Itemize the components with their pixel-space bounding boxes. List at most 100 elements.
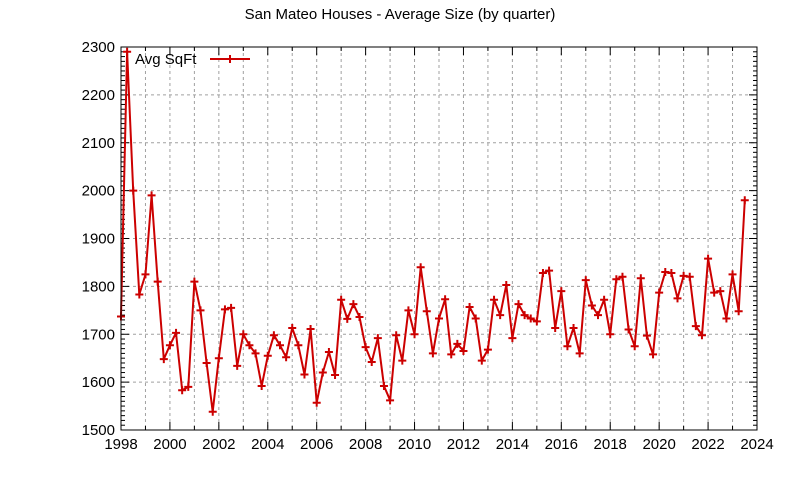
- data-point-marker: [392, 331, 401, 340]
- data-point-marker: [141, 270, 150, 279]
- y-tick-label: 2300: [82, 39, 115, 56]
- data-point-marker: [416, 263, 425, 272]
- x-tick-label: 2008: [349, 436, 382, 453]
- data-point-marker: [165, 341, 174, 350]
- x-tick-label: 2024: [740, 436, 773, 453]
- data-point-marker: [202, 358, 211, 367]
- y-tick-label: 1800: [82, 278, 115, 295]
- data-point-marker: [251, 349, 260, 358]
- data-point-marker: [655, 288, 664, 297]
- data-point-marker: [673, 294, 682, 303]
- data-point-marker: [398, 356, 407, 365]
- data-point-marker: [649, 350, 658, 359]
- data-point-marker: [514, 300, 523, 309]
- data-point-marker: [153, 277, 162, 286]
- legend-label: Avg SqFt: [135, 51, 197, 68]
- data-point-marker: [630, 342, 639, 351]
- data-point-marker: [288, 324, 297, 333]
- data-point-marker: [642, 331, 651, 340]
- y-tick-label: 2100: [82, 135, 115, 152]
- data-point-marker: [685, 272, 694, 281]
- data-point-marker: [331, 370, 340, 379]
- x-tick-label: 1998: [104, 436, 137, 453]
- data-point-marker: [196, 306, 205, 315]
- data-point-marker: [135, 290, 144, 299]
- y-tick-label: 2000: [82, 183, 115, 200]
- data-point-marker: [361, 343, 370, 352]
- x-tick-label: 2002: [202, 436, 235, 453]
- data-point-marker: [410, 330, 419, 339]
- data-point-marker: [318, 368, 327, 377]
- data-point-marker: [269, 331, 278, 340]
- data-point-marker: [245, 341, 254, 350]
- data-point-marker: [312, 398, 321, 407]
- data-point-marker: [483, 345, 492, 354]
- data-point-marker: [227, 303, 236, 312]
- data-point-marker: [349, 300, 358, 309]
- data-point-marker: [587, 301, 596, 310]
- data-point-marker: [208, 407, 217, 416]
- data-point-marker: [612, 275, 621, 284]
- series-avg-sqft: [117, 47, 749, 416]
- data-point-marker: [557, 287, 566, 296]
- x-tick-label: 2022: [691, 436, 724, 453]
- x-tick-label: 2000: [153, 436, 186, 453]
- data-point-marker: [447, 350, 456, 359]
- data-point-marker: [502, 280, 511, 289]
- x-tick-label: 2004: [251, 436, 284, 453]
- data-point-marker: [379, 381, 388, 390]
- data-point-marker: [636, 274, 645, 283]
- legend: Avg SqFt: [135, 51, 250, 68]
- data-point-marker: [123, 47, 132, 56]
- y-tick-label: 1600: [82, 374, 115, 391]
- data-point-marker: [184, 382, 193, 391]
- data-point-marker: [214, 354, 223, 363]
- data-point-marker: [697, 331, 706, 340]
- data-point-marker: [441, 295, 450, 304]
- data-point-marker: [263, 351, 272, 360]
- y-tick-label: 2200: [82, 87, 115, 104]
- data-point-marker: [306, 324, 315, 333]
- data-point-marker: [373, 334, 382, 343]
- data-point-marker: [691, 322, 700, 331]
- data-point-marker: [453, 339, 462, 348]
- data-point-marker: [129, 186, 138, 195]
- data-point-marker: [343, 314, 352, 323]
- chart-title: San Mateo Houses - Average Size (by quar…: [245, 6, 556, 23]
- data-point-marker: [282, 353, 291, 362]
- data-point-marker: [575, 349, 584, 358]
- data-point-marker: [520, 311, 529, 320]
- x-tick-label: 2014: [496, 436, 529, 453]
- data-point-marker: [716, 287, 725, 296]
- x-tick-label: 2012: [447, 436, 480, 453]
- data-point-marker: [508, 334, 517, 343]
- data-point-marker: [734, 307, 743, 316]
- data-point-marker: [422, 307, 431, 316]
- data-point-marker: [367, 358, 376, 367]
- y-tick-label: 1700: [82, 326, 115, 343]
- data-point-marker: [324, 347, 333, 356]
- data-point-marker: [600, 295, 609, 304]
- data-point-marker: [276, 341, 284, 350]
- x-tick-label: 2018: [594, 436, 627, 453]
- data-point-marker: [594, 311, 602, 320]
- data-point-marker: [569, 324, 578, 333]
- x-tick-label: 2010: [398, 436, 431, 453]
- data-point-marker: [147, 191, 156, 200]
- data-point-marker: [606, 330, 615, 339]
- data-point-marker: [538, 268, 547, 277]
- y-tick-label: 1500: [82, 422, 115, 439]
- data-point-marker: [459, 347, 468, 356]
- data-point-marker: [220, 305, 229, 314]
- data-point-marker: [386, 396, 395, 405]
- data-point-marker: [704, 254, 713, 263]
- data-point-marker: [404, 306, 413, 315]
- data-point-marker: [496, 311, 505, 320]
- data-point-marker: [471, 314, 480, 323]
- x-tick-label: 2016: [545, 436, 578, 453]
- data-point-marker: [526, 314, 535, 323]
- data-point-marker: [435, 314, 443, 323]
- x-tick-label: 2020: [642, 436, 675, 453]
- data-point-marker: [355, 313, 364, 322]
